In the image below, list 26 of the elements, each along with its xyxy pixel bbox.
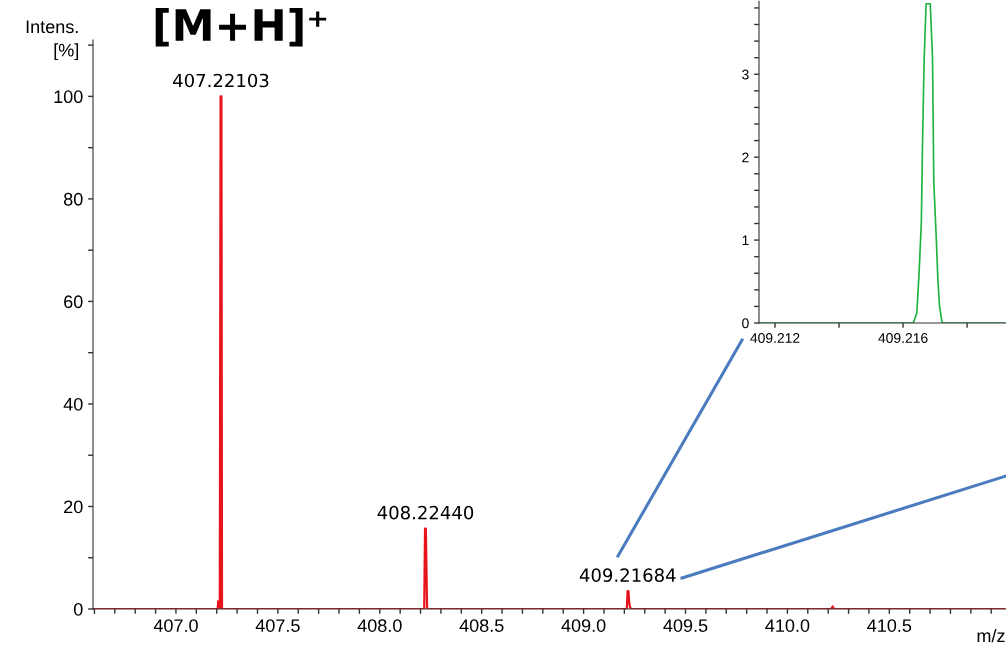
x-tick-label: 410.5	[867, 619, 912, 632]
x-axis-title: m/z	[977, 628, 1005, 643]
y-tick-label: 100	[54, 90, 83, 104]
x-tick-label: 408.0	[357, 619, 402, 632]
y-tick-label: 0	[73, 602, 83, 616]
y-tick-label: 20	[64, 500, 83, 514]
y-tick-label: 80	[63, 192, 83, 206]
y-tick-label: 3	[742, 69, 749, 80]
annotation: 408.22440	[377, 505, 474, 520]
x-tick-label: 409.5	[663, 619, 708, 632]
y-tick-label: 0	[742, 318, 749, 329]
x-tick-label: 409.212	[750, 333, 800, 343]
x-tick-label: 409.0	[561, 619, 606, 632]
annotation: 407.22103	[173, 73, 269, 88]
chart-title: [M+H]⁺	[155, 8, 327, 47]
y-tick-label: 2	[742, 152, 749, 163]
x-tick-label: 409.216	[878, 333, 928, 343]
y-axis-title: Intens. [%]	[26, 20, 79, 61]
x-tick-label: 408.5	[459, 619, 504, 632]
y-tick-label: 60	[64, 295, 83, 309]
annotation: 409.21684	[579, 568, 676, 582]
y-tick-label: 40	[63, 397, 83, 411]
x-tick-label: 407.5	[255, 619, 300, 632]
x-tick-label: 410.0	[765, 619, 810, 632]
y-tick-label: 1	[742, 235, 749, 246]
x-tick-label: 407.0	[153, 619, 198, 632]
